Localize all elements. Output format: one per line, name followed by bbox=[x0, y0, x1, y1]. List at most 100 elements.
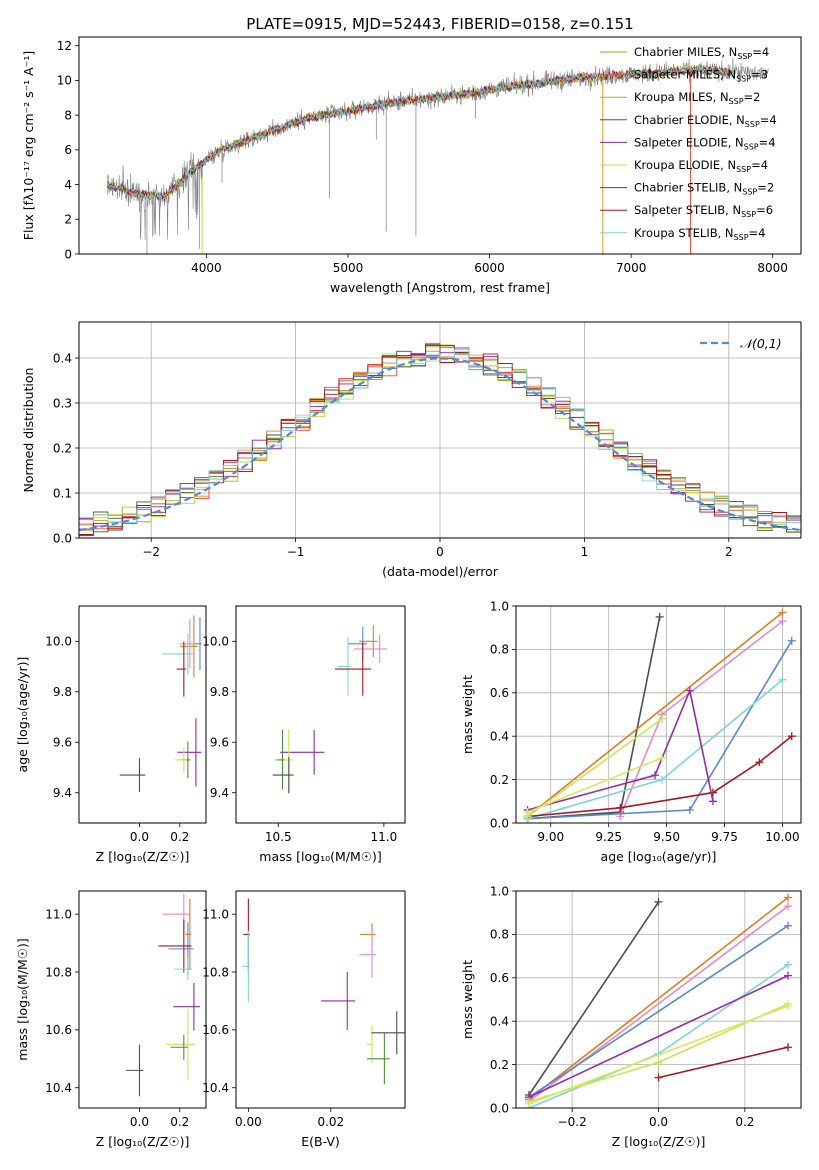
model-spectrum bbox=[106, 65, 731, 201]
y-tick-label: 9.4 bbox=[210, 786, 229, 800]
legend-label: Salpeter ELODIE, NSSP=4 bbox=[634, 135, 776, 151]
x-axis-label: E(B-V) bbox=[301, 1134, 340, 1149]
series-marker bbox=[784, 960, 793, 969]
y-tick-label: 10.0 bbox=[45, 635, 72, 649]
y-tick-label: 0.2 bbox=[490, 1058, 509, 1072]
series-marker bbox=[523, 808, 532, 817]
y-axis-label: age [log₁₀(age/yr)] bbox=[15, 657, 30, 773]
x-tick-label: 4000 bbox=[191, 261, 222, 275]
axes-frame bbox=[235, 890, 406, 1109]
x-tick-label: −2 bbox=[142, 545, 160, 559]
x-tick-label: 10.00 bbox=[765, 830, 799, 844]
y-tick-label: 0.2 bbox=[53, 441, 72, 455]
x-tick-label: 11.0 bbox=[371, 830, 398, 844]
y-tick-label: 10.6 bbox=[202, 1023, 229, 1037]
plot-area bbox=[272, 625, 388, 794]
chart-title: PLATE=0915, MJD=52443, FIBERID=0158, z=0… bbox=[246, 15, 633, 33]
z-massweight-panel: −0.2 0.0 0.2 0.0 0.2 0.4 0.6 0.8 1.0 Z [log₁₀(Z/Z… bbox=[460, 884, 802, 1149]
series-line bbox=[528, 901, 660, 1096]
y-tick-label: 0.0 bbox=[490, 1101, 509, 1115]
histogram-step bbox=[79, 348, 801, 525]
ebv-mass-panel: 0.00 0.02 10.4 10.6 10.8 11.0 E(B-V) bbox=[202, 890, 406, 1149]
y-tick-label: 8 bbox=[64, 108, 72, 122]
model-spectrum bbox=[106, 64, 731, 200]
series-marker bbox=[708, 797, 717, 806]
series-line bbox=[619, 620, 783, 817]
y-tick-label: 10.4 bbox=[202, 1081, 229, 1095]
series-marker bbox=[778, 617, 787, 626]
axes-frame bbox=[78, 36, 802, 255]
plot-area bbox=[79, 342, 801, 536]
x-tick-label: 5000 bbox=[333, 261, 364, 275]
legend: Chabrier MILES, NSSP=4 Salpeter MILES, NS… bbox=[600, 45, 777, 242]
x-tick-label: 9.75 bbox=[711, 830, 738, 844]
axes-frame bbox=[78, 605, 207, 824]
y-axis-label: Normed distribution bbox=[21, 368, 36, 493]
x-tick-label: 0.00 bbox=[235, 1115, 262, 1129]
x-tick-label: 0.0 bbox=[130, 1115, 149, 1129]
x-axis-label: Z [log₁₀(Z/Z☉)] bbox=[96, 1134, 190, 1149]
series-marker bbox=[651, 771, 660, 780]
y-tick-label: 0.6 bbox=[490, 686, 509, 700]
y-tick-label: 0.0 bbox=[490, 816, 509, 830]
series-marker bbox=[784, 1043, 793, 1052]
x-tick-label: 10.5 bbox=[265, 830, 292, 844]
model-spectrum bbox=[106, 65, 731, 200]
legend-label: Kroupa MILES, NSSP=2 bbox=[634, 90, 760, 106]
series-marker bbox=[524, 1099, 533, 1108]
x-tick-label: 9.50 bbox=[653, 830, 680, 844]
y-tick-label: 9.8 bbox=[53, 685, 72, 699]
age-massweight-panel: 9.00 9.25 9.50 9.75 10.00 0.0 0.2 0.4 0.6 0.8 1.0 a… bbox=[460, 599, 802, 864]
spectrum-panel: 4000 5000 6000 7000 8000 0 2 4 6 8 10 12 PLATE=0915,… bbox=[21, 15, 802, 295]
series-marker bbox=[787, 636, 796, 645]
y-tick-label: 0.8 bbox=[490, 928, 509, 942]
y-tick-label: 0.3 bbox=[53, 396, 72, 410]
y-tick-label: 10.0 bbox=[202, 635, 229, 649]
y-tick-label: 0.8 bbox=[490, 643, 509, 657]
series-marker bbox=[654, 897, 663, 906]
series-marker bbox=[787, 732, 796, 741]
y-tick-label: 10.6 bbox=[45, 1023, 72, 1037]
model-spectrum bbox=[106, 65, 731, 200]
y-tick-label: 4 bbox=[64, 178, 72, 192]
x-tick-label: 7000 bbox=[616, 261, 647, 275]
x-tick-label: −1 bbox=[287, 545, 305, 559]
z-mass-panel: 0.0 0.2 10.4 10.6 10.8 11.0 Z [log₁₀(Z/Z☉)] mas… bbox=[15, 890, 207, 1149]
series-line bbox=[527, 757, 663, 813]
x-tick-label: 0.2 bbox=[170, 1115, 189, 1129]
legend-label: Salpeter STELIB, NSSP=6 bbox=[634, 203, 773, 219]
series-marker bbox=[784, 902, 793, 911]
series-line bbox=[528, 974, 789, 1098]
x-axis-label: Z [log₁₀(Z/Z☉)] bbox=[96, 849, 190, 864]
x-tick-label: 9.25 bbox=[595, 830, 622, 844]
series-line bbox=[528, 1005, 789, 1105]
plot-area bbox=[126, 893, 201, 1097]
x-tick-label: 0.2 bbox=[170, 830, 189, 844]
axes-frame bbox=[515, 890, 802, 1109]
y-tick-label: 0.1 bbox=[53, 486, 72, 500]
legend-label: 𝒩(0,1) bbox=[740, 336, 782, 351]
series-marker bbox=[654, 1058, 663, 1067]
legend-label: Salpeter MILES, NSSP=3 bbox=[634, 68, 768, 84]
mass-age-panel: 10.5 11.0 9.4 9.6 9.8 10.0 mass [log₁₀(M/M☉)] bbox=[202, 605, 406, 864]
x-tick-label: 0 bbox=[436, 545, 444, 559]
x-tick-label: 6000 bbox=[474, 261, 505, 275]
y-tick-label: 0.4 bbox=[490, 730, 509, 744]
residual-histogram-panel: −2 −1 0 1 2 0.0 0.1 0.2 0.3 0.4 (data-model)/error… bbox=[21, 321, 802, 579]
y-tick-label: 0.2 bbox=[490, 773, 509, 787]
axes-frame bbox=[515, 605, 802, 824]
y-tick-label: 9.6 bbox=[53, 736, 72, 750]
series-marker bbox=[657, 714, 666, 723]
y-tick-label: 1.0 bbox=[490, 599, 509, 613]
plot-area bbox=[106, 57, 769, 254]
y-tick-label: 0.0 bbox=[53, 531, 72, 545]
model-spectrum bbox=[106, 65, 731, 200]
plot-area bbox=[524, 893, 793, 1108]
axes-frame bbox=[235, 605, 406, 824]
x-tick-label: 0.0 bbox=[130, 830, 149, 844]
y-tick-label: 0 bbox=[64, 247, 72, 261]
series-marker bbox=[784, 893, 793, 902]
model-spectrum bbox=[106, 66, 731, 200]
y-tick-label: 0.4 bbox=[490, 1015, 509, 1029]
plot-area bbox=[119, 615, 202, 792]
